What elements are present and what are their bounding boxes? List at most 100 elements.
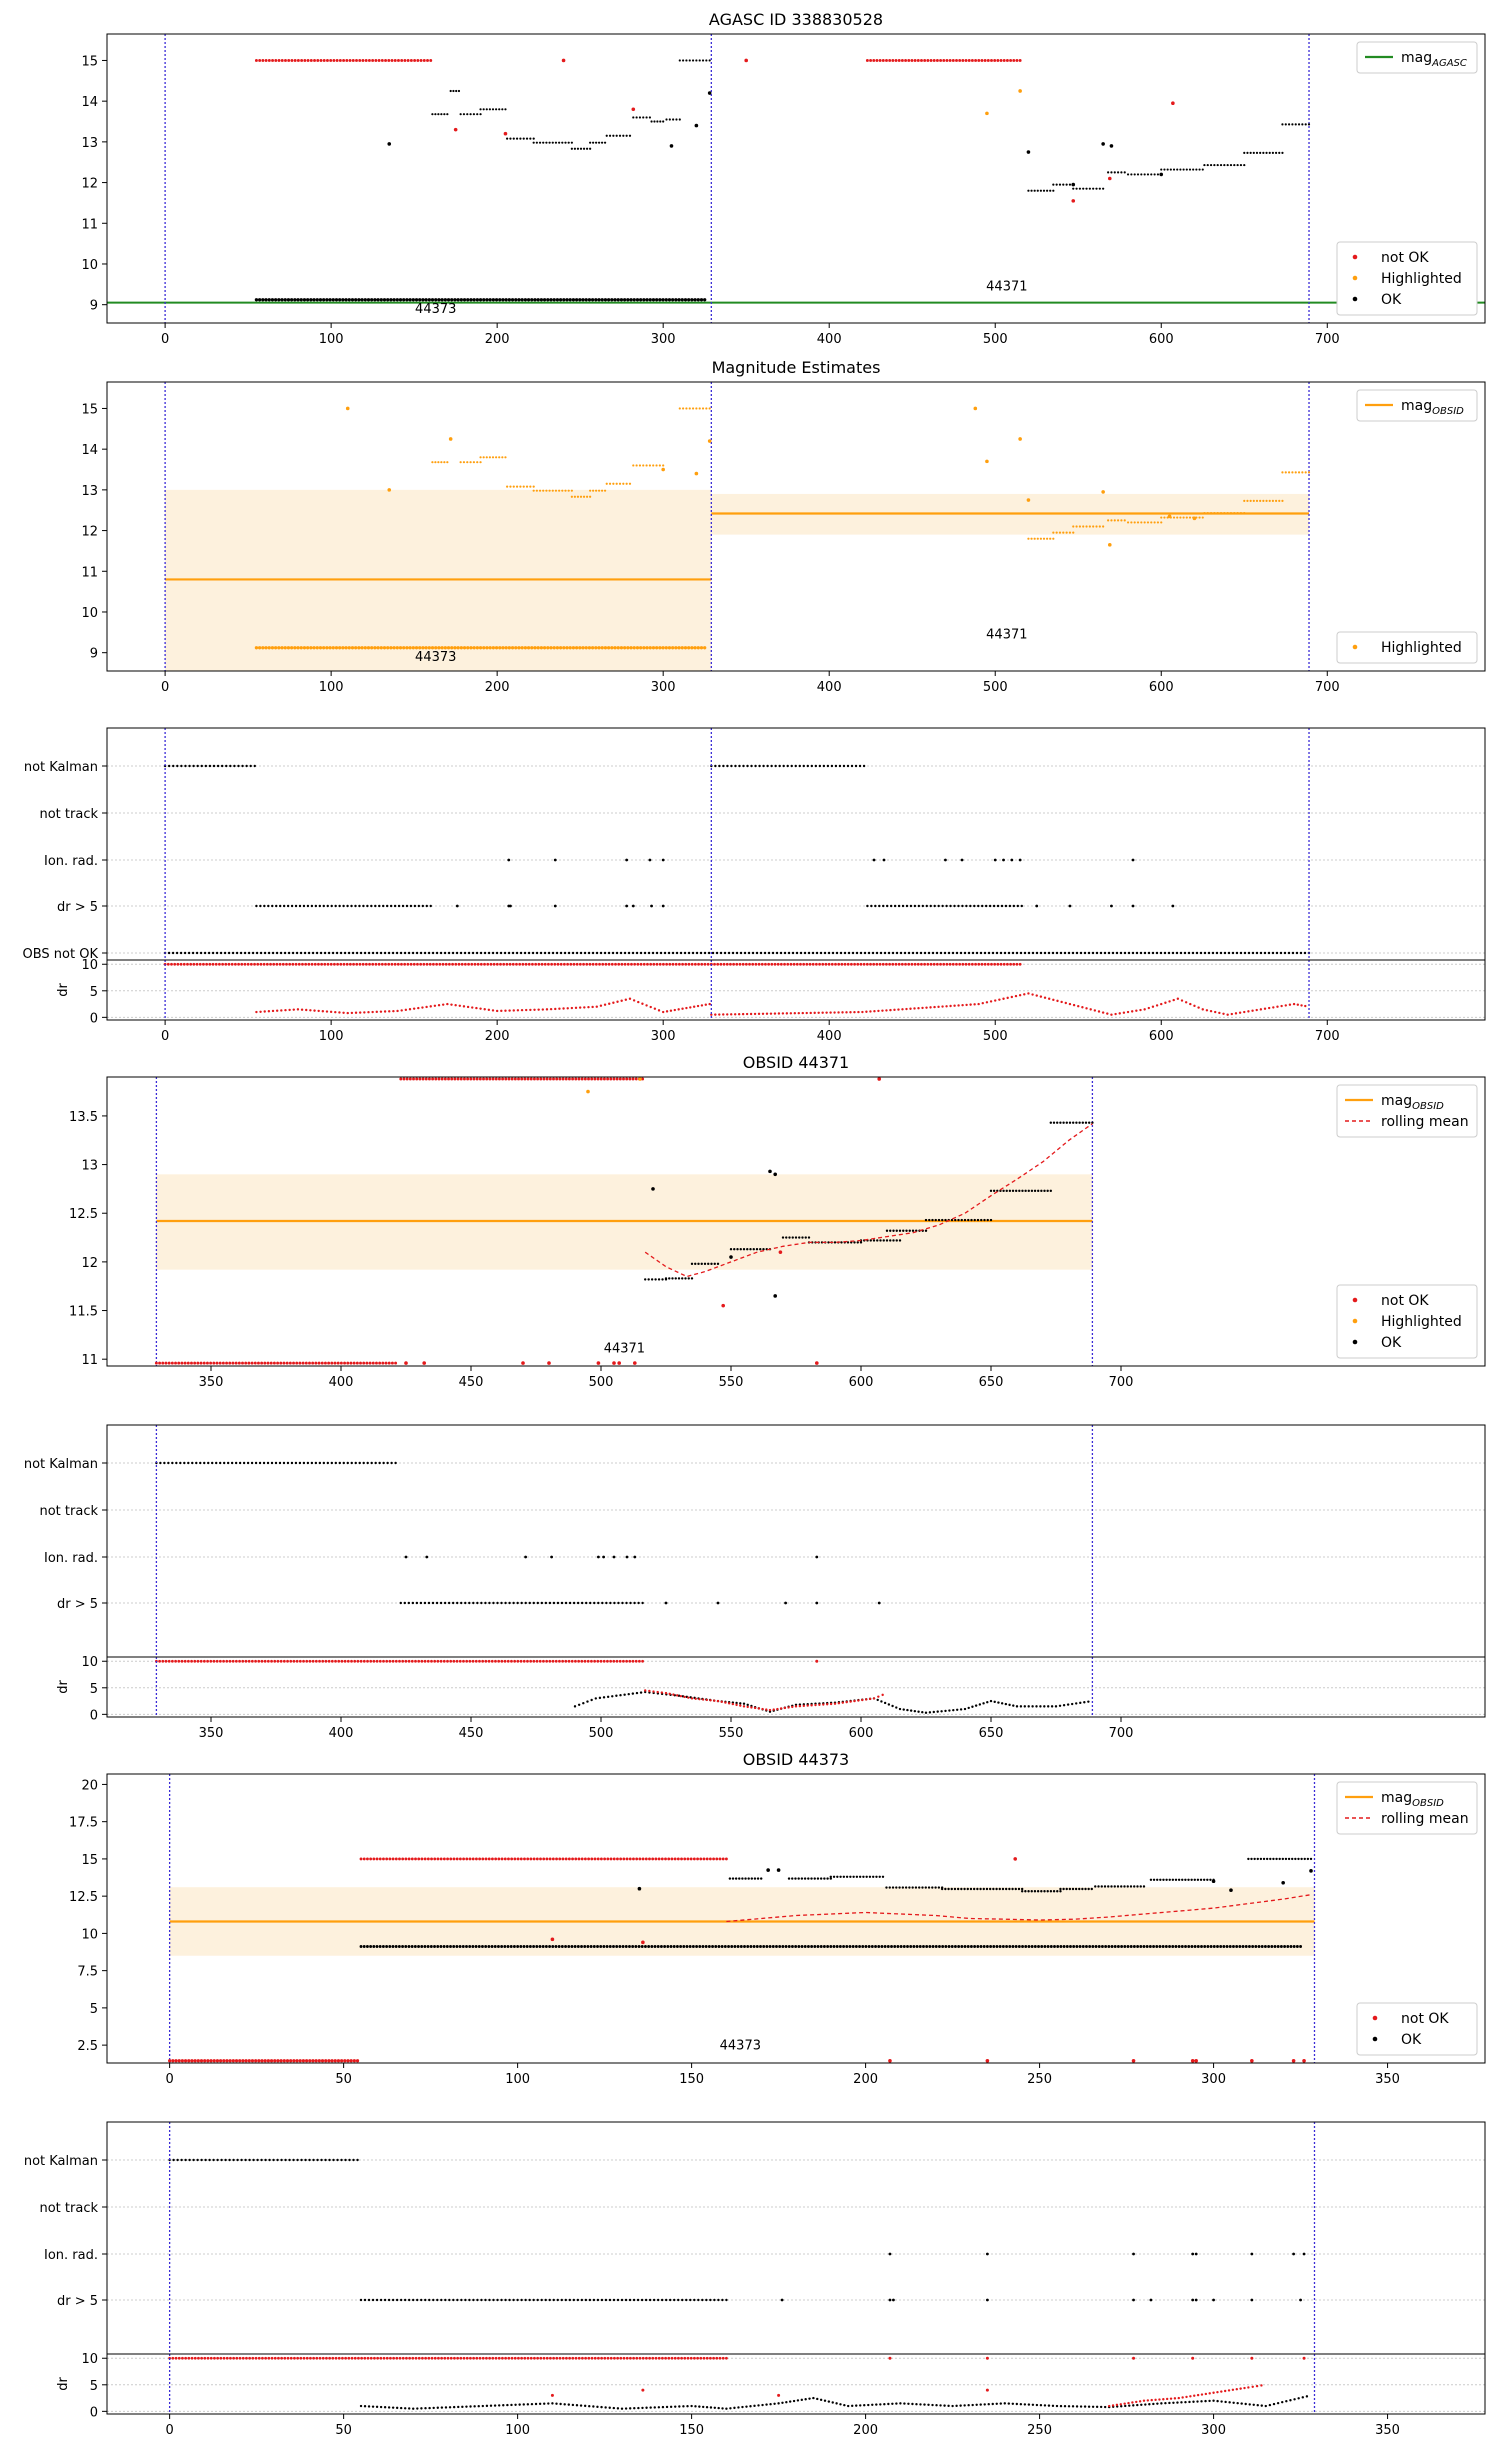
data-point <box>606 1857 610 1861</box>
dr-point <box>263 1010 266 1013</box>
data-point <box>822 1945 826 1948</box>
dr-point <box>652 962 656 966</box>
data-point <box>1281 151 1284 154</box>
dr-point <box>433 1004 437 1007</box>
data-point <box>382 646 387 650</box>
dr-point <box>985 1001 989 1004</box>
dr-point <box>288 1008 291 1012</box>
data-point <box>1246 499 1249 502</box>
data-point <box>578 646 582 650</box>
dr-point <box>504 2356 508 2360</box>
data-point <box>845 1875 849 1878</box>
dr-point <box>438 962 442 966</box>
dr-point <box>733 1013 737 1016</box>
flag-marker <box>847 951 851 955</box>
flag-marker <box>779 951 783 955</box>
flag-marker <box>263 904 266 908</box>
dr-point <box>377 962 381 966</box>
data-point <box>1262 499 1265 502</box>
data-point <box>348 59 352 62</box>
flag-marker <box>274 1461 278 1465</box>
data-point <box>221 1361 225 1365</box>
data-point <box>273 2059 277 2063</box>
x-tick-label: 100 <box>319 332 344 347</box>
data-point <box>707 1262 710 1266</box>
data-point <box>418 646 422 650</box>
data-point <box>594 646 598 650</box>
dr-point <box>1008 1703 1011 1707</box>
dr-point <box>805 962 809 966</box>
data-point <box>972 1887 976 1891</box>
data-point <box>1015 59 1019 62</box>
flag-marker <box>259 951 263 955</box>
data-point <box>672 1945 676 1948</box>
data-point <box>853 1241 856 1244</box>
data-point <box>747 1877 750 1880</box>
data-point <box>641 1857 645 1861</box>
data-point <box>1192 168 1195 171</box>
flag-marker <box>246 1461 250 1465</box>
data-point <box>628 482 632 485</box>
dr-point <box>921 1006 924 1010</box>
data-point <box>357 298 361 302</box>
data-point <box>558 489 561 492</box>
data-point <box>672 118 675 121</box>
flag-marker <box>255 951 259 955</box>
data-point <box>440 113 443 116</box>
flag-marker <box>556 2298 559 2302</box>
dr-point <box>545 1008 549 1011</box>
dr-point <box>729 962 732 966</box>
data-point <box>608 134 612 137</box>
dr-point <box>196 1659 200 1663</box>
data-point <box>901 1886 905 1889</box>
data-point <box>693 646 697 650</box>
dr-point <box>395 2406 399 2410</box>
flag-marker <box>895 951 899 955</box>
flag-marker <box>387 2298 391 2302</box>
panel-title: Magnitude Estimates <box>712 358 881 377</box>
data-point <box>661 467 665 472</box>
data-point <box>564 1857 568 1861</box>
data-point <box>685 1945 689 1948</box>
flag-marker <box>621 1601 624 1605</box>
flag-marker <box>991 951 995 955</box>
flag-marker <box>544 1601 548 1605</box>
flag-marker <box>875 951 879 955</box>
data-point <box>1033 1890 1037 1893</box>
data-point <box>823 1877 826 1880</box>
data-point <box>982 1945 986 1948</box>
data-point <box>1247 1857 1250 1861</box>
flag-marker <box>650 904 653 908</box>
x-tick-label: 0 <box>161 1029 169 1044</box>
flag-marker <box>267 951 271 955</box>
flag-marker <box>750 764 753 768</box>
data-point <box>423 1857 427 1861</box>
data-point <box>244 1361 248 1365</box>
data-point <box>405 1077 409 1081</box>
data-point <box>1092 525 1095 528</box>
data-point <box>570 495 573 498</box>
dr-point <box>350 2356 354 2360</box>
dr-point <box>810 1704 813 1707</box>
dr-point <box>321 2356 325 2360</box>
data-point <box>1065 531 1068 534</box>
data-point <box>496 1945 500 1948</box>
dr-point <box>233 962 237 966</box>
data-point <box>389 646 393 650</box>
flag-marker <box>1095 951 1099 955</box>
dr-point <box>243 962 247 966</box>
data-point <box>1136 1945 1140 1948</box>
data-point <box>549 298 553 302</box>
dr-point <box>652 1690 655 1693</box>
flag-marker <box>358 904 361 908</box>
dr-point <box>1128 2404 1131 2407</box>
legend-label: not OK <box>1381 1293 1429 1309</box>
dr-point <box>495 1009 499 1013</box>
data-point <box>680 1857 683 1861</box>
dr-point <box>1047 2404 1051 2407</box>
dr-point <box>574 1006 578 1010</box>
data-point <box>993 59 997 62</box>
data-point <box>485 298 489 302</box>
data-point <box>498 646 502 650</box>
